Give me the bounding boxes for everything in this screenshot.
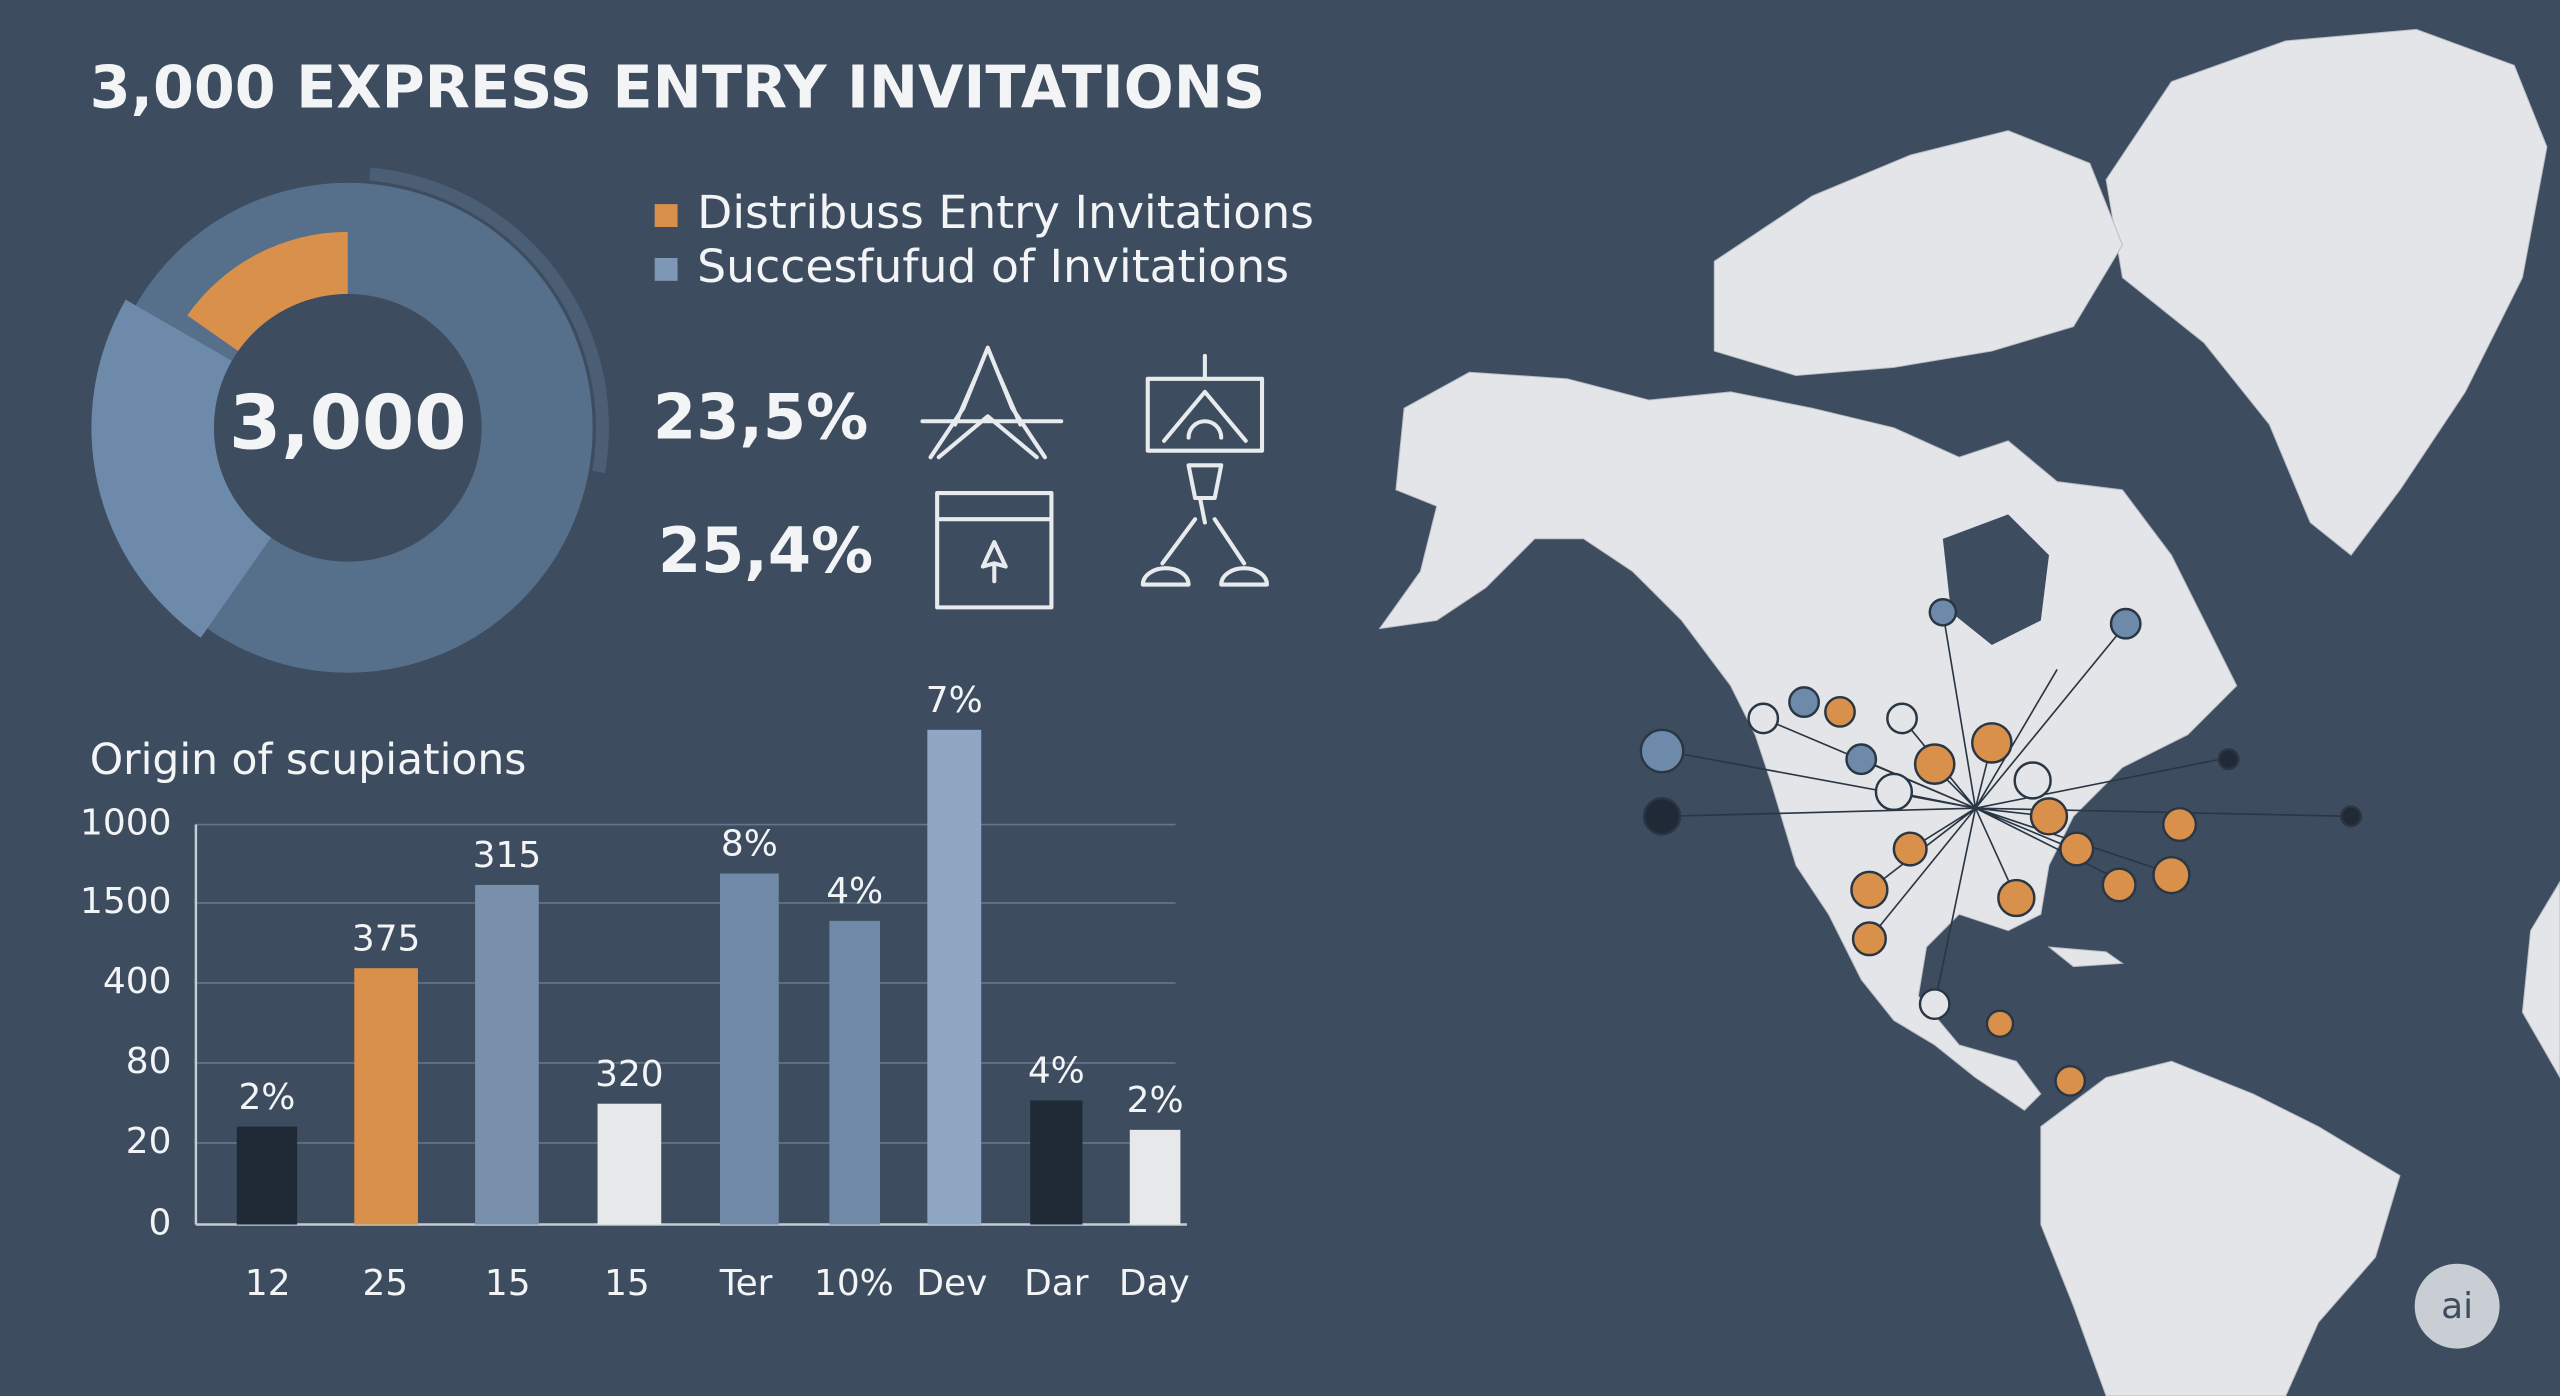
bar-label: 4% — [826, 871, 883, 912]
bar — [475, 884, 539, 1225]
y-axis-label: 20 — [126, 1121, 172, 1162]
badge-label: ai — [2441, 1286, 2473, 1327]
bar — [1129, 1129, 1181, 1225]
y-axis-label: 1000 — [80, 803, 171, 844]
bar — [236, 1126, 298, 1225]
stat-value: 25,4% — [658, 514, 873, 587]
bar — [720, 873, 779, 1225]
legend-swatch — [654, 258, 678, 281]
bar — [829, 920, 880, 1225]
donut-segment — [187, 231, 348, 352]
chart-title: Origin of scupiations — [90, 736, 527, 785]
badge — [2414, 1263, 2500, 1349]
bar-label: 2% — [238, 1077, 295, 1118]
x-tick-label: Ter — [719, 1263, 773, 1304]
x-tick-label: 15 — [485, 1263, 531, 1304]
icon-flag — [935, 491, 1054, 610]
icons — [920, 345, 1269, 610]
bar — [927, 729, 982, 1225]
arctic-islands — [1713, 130, 2123, 377]
y-axis-label: 1500 — [80, 881, 171, 922]
bar-label: 8% — [721, 824, 778, 865]
icon-house — [1145, 353, 1265, 453]
stat-value: 23,5% — [653, 380, 868, 453]
x-tick-label: 25 — [362, 1263, 408, 1304]
south-america — [2040, 1060, 2401, 1396]
icon-hands — [920, 345, 1064, 460]
page-title: 3,000 EXPRESS ENTRY INVITATIONS — [90, 53, 1265, 122]
donut-segment — [91, 299, 271, 638]
x-tick-label: Dev — [916, 1263, 987, 1304]
bar-label: 7% — [926, 680, 983, 721]
map-markers — [1639, 598, 2363, 1097]
legend: Distribuss Entry InvitationsSuccesfufud … — [654, 186, 1314, 293]
x-tick-label: 10% — [814, 1263, 894, 1304]
bar-chart: 1000 1500 400 80 20 0 2% 12 375 25 315 15 320 15 8% Ter… — [80, 680, 1190, 1304]
bar-label: 315 — [473, 835, 542, 876]
hudson-bay — [1942, 514, 2049, 645]
map — [1378, 28, 2560, 1396]
icon-people — [1140, 463, 1269, 587]
x-tick-label: Dar — [1024, 1263, 1089, 1304]
x-tick-label: 15 — [604, 1263, 650, 1304]
y-axis-label: 400 — [103, 961, 172, 1002]
legend-label: Succesfufud of Invitations — [697, 240, 1289, 293]
bar — [354, 968, 418, 1225]
bar-label: 2% — [1127, 1080, 1184, 1121]
bar-label: 4% — [1028, 1051, 1085, 1092]
caribbean — [2047, 946, 2124, 968]
y-axis-label: 0 — [149, 1203, 172, 1244]
donut-center-label: 3,000 — [229, 378, 467, 466]
donut-hole — [217, 297, 479, 559]
y-axis-label: 80 — [126, 1041, 172, 1082]
africa-edge — [2521, 880, 2560, 1079]
greenland — [2105, 28, 2548, 556]
legend-label: Distribuss Entry Invitations — [697, 186, 1314, 239]
legend-swatch — [654, 204, 678, 227]
bar — [1030, 1100, 1083, 1225]
bar-label: 320 — [595, 1054, 664, 1095]
bar-label: 375 — [352, 918, 421, 959]
x-tick-label: Day — [1119, 1263, 1190, 1304]
x-tick-label: 12 — [245, 1263, 291, 1304]
donut — [91, 167, 609, 673]
bar — [597, 1103, 662, 1225]
